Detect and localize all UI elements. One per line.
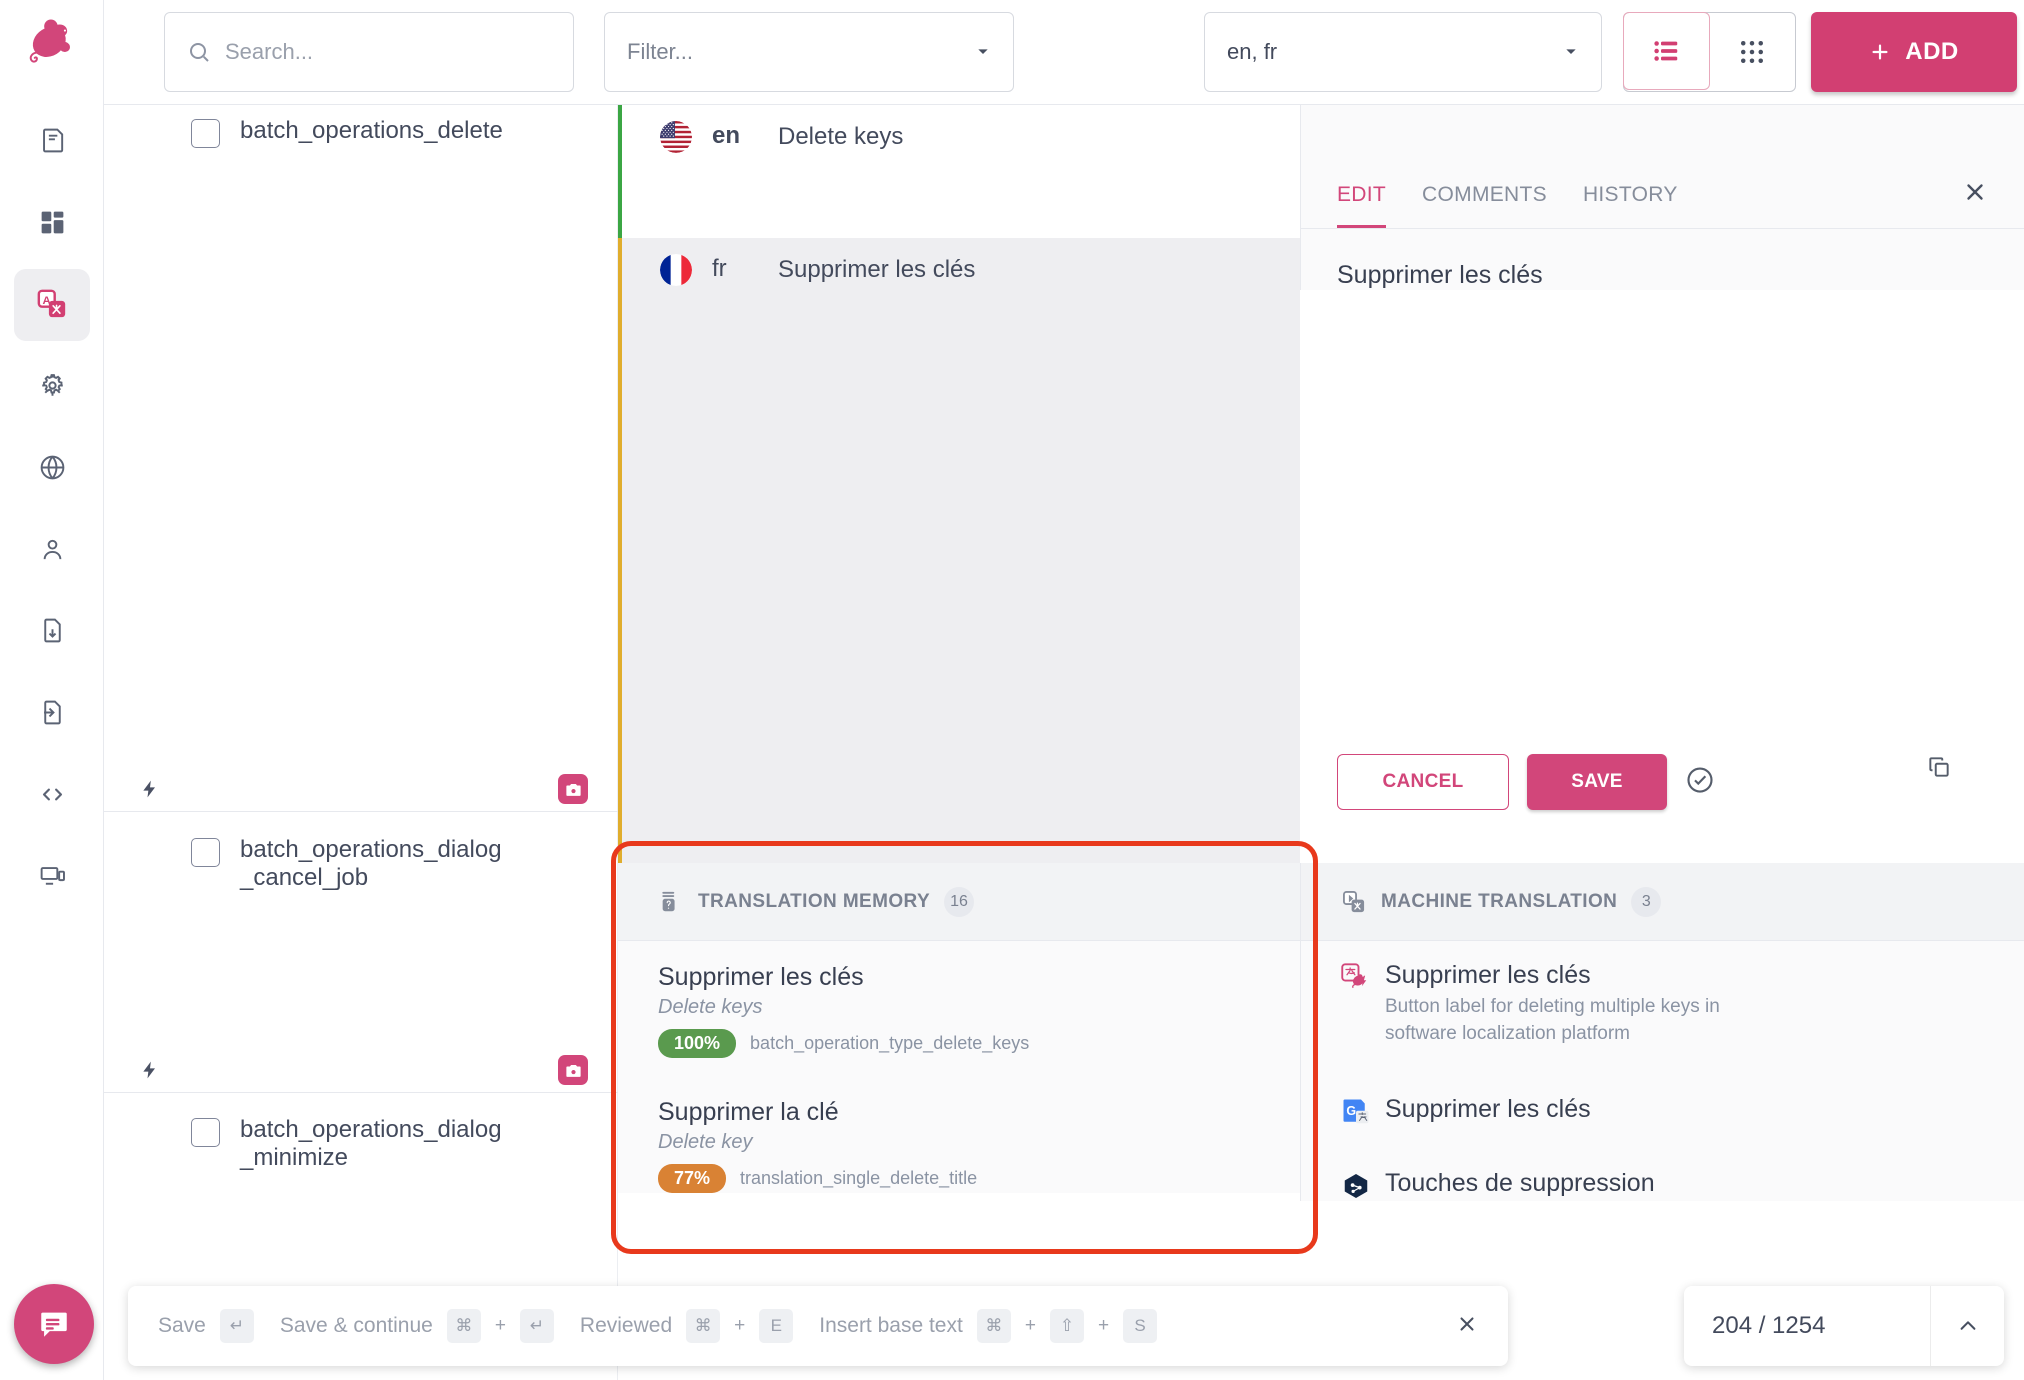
- svg-text:G: G: [1346, 1104, 1356, 1118]
